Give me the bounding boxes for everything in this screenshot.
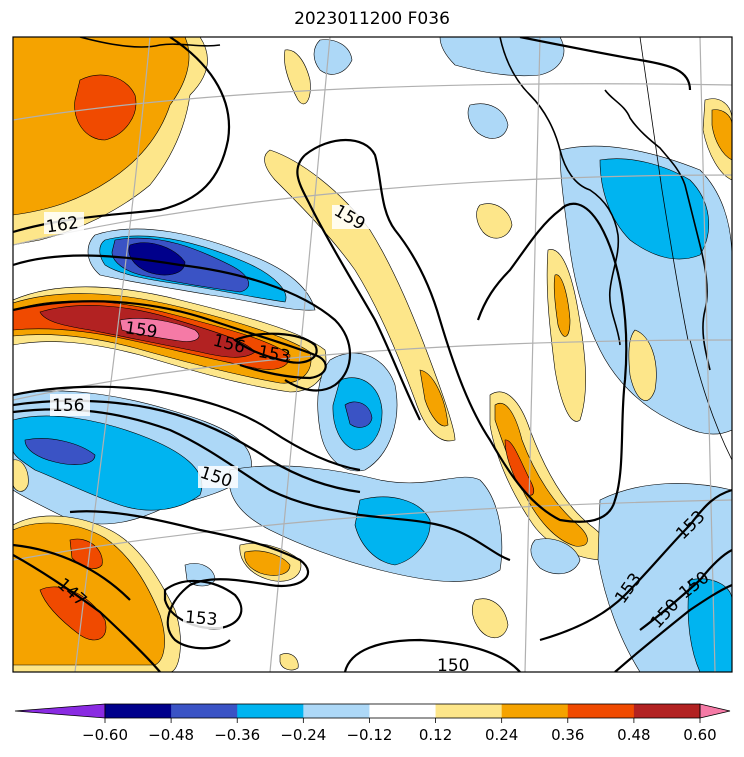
height-contours <box>13 37 732 672</box>
svg-text:150: 150 <box>437 656 469 676</box>
colorbar-extend-high <box>699 703 731 719</box>
colorbar-swatch <box>633 704 701 718</box>
contour-153-center <box>232 332 318 364</box>
contour-150-south <box>343 638 521 672</box>
colorbar-outline <box>104 703 701 719</box>
gridline-lat-3 <box>13 339 732 401</box>
latlon-grid <box>13 37 732 672</box>
gridline-lat-4 <box>13 499 732 561</box>
contour-156 <box>13 300 327 380</box>
contour-label-150-center: 150 <box>197 463 238 492</box>
cold-max-southwest <box>24 438 96 465</box>
cold-max-central <box>344 401 373 428</box>
gridline-lon-1 <box>74 37 151 672</box>
map-plot-area: 162 159 159 156 153 156 150 <box>13 37 732 676</box>
gridline-lat-2 <box>13 174 732 246</box>
coastline-north <box>79 37 221 48</box>
warm-patch-central-north <box>476 203 513 239</box>
cold-core-southwest <box>13 415 203 511</box>
colorbar-swatch <box>303 704 370 718</box>
contour-label-162: 162 <box>44 212 84 237</box>
contour-150-west-south <box>13 543 131 601</box>
contour-153-south <box>163 579 243 630</box>
colorbar-tick-label: 0.12 <box>419 726 452 744</box>
shaded-field <box>13 37 732 672</box>
colorbar-tick-label: −0.48 <box>148 726 194 744</box>
colorbar-tick-label: −0.12 <box>346 726 392 744</box>
contour-153-southeast <box>539 488 732 642</box>
warm-core-southwest <box>13 522 165 666</box>
border-east-2 <box>689 339 732 461</box>
warm-core-diagonal <box>419 369 449 427</box>
contour-label-150-south: 150 <box>435 655 475 676</box>
contour-label-153-south: 153 <box>183 607 223 630</box>
svg-text:156: 156 <box>52 396 84 416</box>
colorbar-tick-label: −0.36 <box>214 726 260 744</box>
gridline-lon-3 <box>524 37 541 672</box>
coastlines <box>79 37 732 461</box>
svg-text:162: 162 <box>45 213 80 237</box>
warm-region-east-mid <box>628 329 657 401</box>
contour-north-ridge <box>519 37 692 91</box>
gridline-lon-2 <box>269 37 331 672</box>
contour-159-north <box>13 254 352 392</box>
cold-max-west <box>128 242 186 276</box>
svg-text:153: 153 <box>184 607 218 630</box>
warm-core-northeast-edge <box>711 109 732 161</box>
cold-patch-north <box>313 39 353 75</box>
contour-159-inner <box>296 154 421 421</box>
contour-label-156-west: 156 <box>50 394 90 416</box>
colorbar: −0.60 −0.48 −0.36 −0.24 −0.12 0.12 0.24 0.36 0.4… <box>14 703 731 744</box>
colorbar-swatch <box>105 704 172 718</box>
svg-text:159: 159 <box>124 318 159 342</box>
colorbar-tick-label: 0.24 <box>485 726 518 744</box>
contour-label-159-west: 159 <box>124 318 159 342</box>
gridline-lat-1 <box>13 83 732 121</box>
contour-159-loop <box>304 138 628 523</box>
colorbar-extend-low <box>14 703 106 719</box>
colorbar-tick-label: 0.36 <box>551 726 584 744</box>
coastline-northeast <box>499 37 621 346</box>
contour-156-west <box>13 385 361 472</box>
coastline-bc <box>604 89 711 371</box>
colorbar-swatch <box>501 704 569 718</box>
warm-streak-max <box>119 318 200 342</box>
colorbar-swatch <box>237 704 304 718</box>
colorbar-swatch <box>567 704 635 718</box>
contour-147-southwest <box>13 554 161 672</box>
colorbar-tick-label: −0.24 <box>280 726 326 744</box>
colorbar-tick-label: 0.60 <box>683 726 716 744</box>
colorbar-tick-label: 0.48 <box>617 726 650 744</box>
cold-core-lower-center <box>354 496 431 566</box>
warm-max-southeast <box>504 439 534 496</box>
warm-patch-south <box>471 598 509 638</box>
cold-region-north-coast <box>439 37 565 77</box>
colorbar-swatch <box>171 704 238 718</box>
cold-patch-south-east <box>530 538 581 575</box>
contour-150-center <box>13 408 511 562</box>
contour-150-southwest-loop <box>69 510 309 650</box>
warm-core-east <box>553 274 571 337</box>
warm-patch-south-center-core <box>244 550 291 576</box>
warm-patch-south-small <box>279 653 299 671</box>
warm-patch-west-edge <box>13 459 29 492</box>
colorbar-swatch <box>369 704 437 718</box>
map-frame <box>12 36 733 673</box>
gridline-lon-4 <box>699 37 716 672</box>
cold-patch-central-north <box>467 103 509 139</box>
colorbar-tick-label: −0.60 <box>82 726 128 744</box>
warm-band-diagonal <box>264 149 456 442</box>
colorbar-swatch <box>435 704 503 718</box>
map-title: 2023011200 F036 <box>294 9 450 29</box>
contour-150-southeast <box>639 549 732 631</box>
contour-150-east <box>614 583 732 672</box>
border-east <box>639 37 689 341</box>
